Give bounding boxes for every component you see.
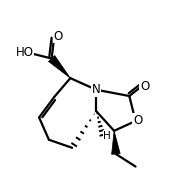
Text: N: N xyxy=(92,83,101,96)
Text: O: O xyxy=(54,30,63,43)
Polygon shape xyxy=(112,131,120,154)
Text: O: O xyxy=(133,114,142,127)
Text: O: O xyxy=(140,80,149,93)
Text: H: H xyxy=(103,131,111,141)
Text: HO: HO xyxy=(15,46,33,59)
Polygon shape xyxy=(48,55,70,78)
